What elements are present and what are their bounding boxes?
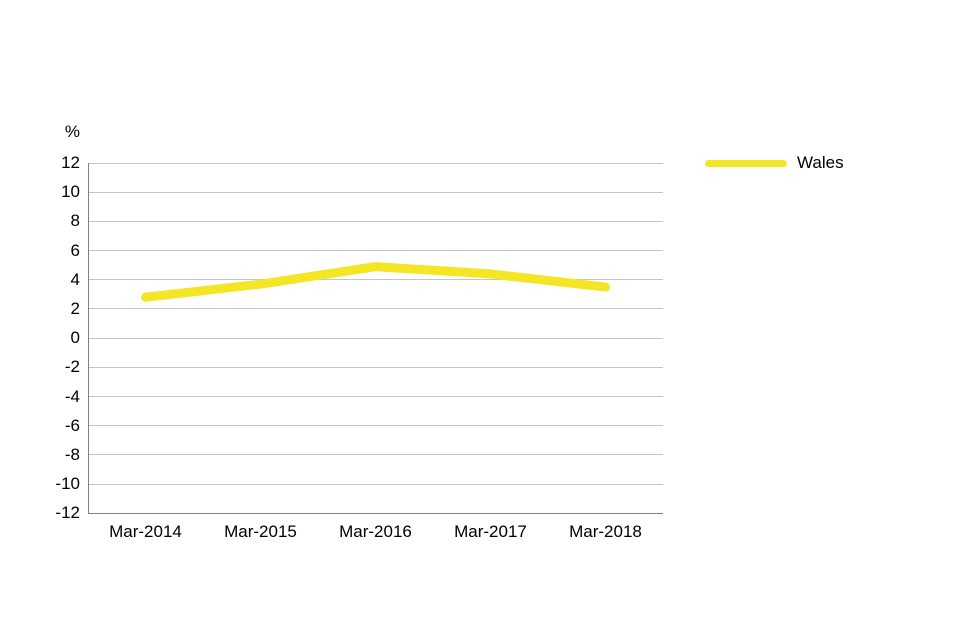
y-tick-label-2: 2	[70, 298, 80, 318]
x-tick-label-Mar-2017: Mar-2017	[454, 522, 527, 541]
gridline-y-4	[88, 279, 663, 281]
gridline-y-0	[88, 337, 663, 339]
wales-line	[141, 262, 610, 302]
gridline-y-8	[88, 220, 663, 222]
y-tick-label--2: -2	[64, 357, 80, 377]
gridline-y--2	[88, 366, 663, 368]
gridline-y--6	[88, 425, 663, 427]
y-axis-line	[88, 163, 89, 514]
gridline-y-12	[88, 162, 663, 164]
x-tick-label-Mar-2018: Mar-2018	[569, 522, 642, 541]
y-tick-label--6: -6	[64, 415, 80, 435]
x-tick-label-Mar-2014: Mar-2014	[109, 522, 182, 541]
legend-label: Wales	[797, 153, 844, 172]
y-axis-unit-label: %	[64, 122, 80, 141]
y-tick-label-4: 4	[70, 269, 80, 289]
y-tick-label-12: 12	[61, 153, 80, 172]
y-tick-label-0: 0	[70, 328, 80, 348]
y-tick-label-8: 8	[70, 211, 80, 231]
y-tick-label-6: 6	[70, 240, 80, 260]
y-tick-label--12: -12	[55, 503, 80, 523]
legend-line-swatch	[705, 159, 787, 167]
gridline-y--10	[88, 483, 663, 485]
y-tick-label--8: -8	[64, 444, 80, 464]
x-axis-line	[88, 512, 663, 514]
gridline-y-6	[88, 250, 663, 252]
gridline-y-10	[88, 191, 663, 193]
y-tick-label--4: -4	[64, 386, 80, 406]
y-tick-label-10: 10	[61, 182, 80, 202]
gridline-y-2	[88, 308, 663, 310]
x-tick-label-Mar-2015: Mar-2015	[224, 522, 297, 541]
gridline-y--4	[88, 396, 663, 398]
x-tick-label-Mar-2016: Mar-2016	[339, 522, 412, 541]
legend: Wales	[705, 150, 844, 176]
gridline-y--8	[88, 454, 663, 456]
y-tick-label--10: -10	[55, 474, 80, 494]
